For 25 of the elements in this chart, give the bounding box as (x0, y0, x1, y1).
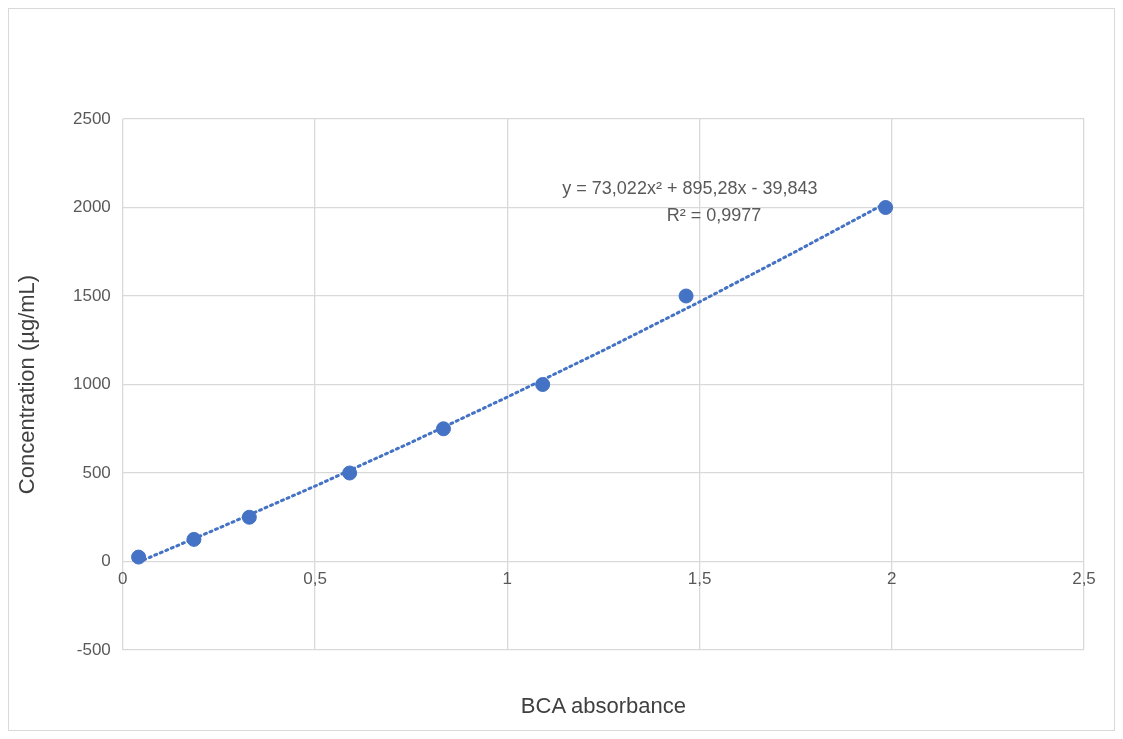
y-tick-label: -500 (76, 639, 111, 659)
point (878, 200, 894, 215)
point (131, 549, 147, 565)
annotation: y = 73,022x² + 895,28x - 39,843 (562, 177, 818, 198)
point (186, 531, 202, 547)
y-tick-label: 2500 (72, 108, 111, 128)
annotation: R² = 0,9977 (666, 204, 762, 225)
point (342, 465, 358, 481)
y-axis-title: Concentration (µg/mL) (13, 274, 39, 495)
x-tick-label: 0 (118, 569, 128, 589)
x-tick-label: 1 (502, 569, 513, 589)
y-tick-label: 500 (82, 462, 111, 482)
point (678, 288, 694, 304)
point (435, 421, 451, 437)
x-tick-label: 2 (887, 569, 897, 589)
y-tick-label: 1000 (72, 374, 111, 394)
point (241, 509, 257, 525)
x-axis-title: BCA absorbance (520, 693, 686, 719)
x-tick-label: 1,5 (687, 569, 712, 589)
y-tick-label: 2000 (72, 197, 111, 217)
point (535, 377, 551, 392)
x-tick-label: 0,5 (303, 569, 327, 589)
x-tick-label: 2,5 (1072, 569, 1096, 589)
y-tick-label: 0 (101, 551, 111, 571)
y-tick-label: 1500 (72, 285, 111, 305)
